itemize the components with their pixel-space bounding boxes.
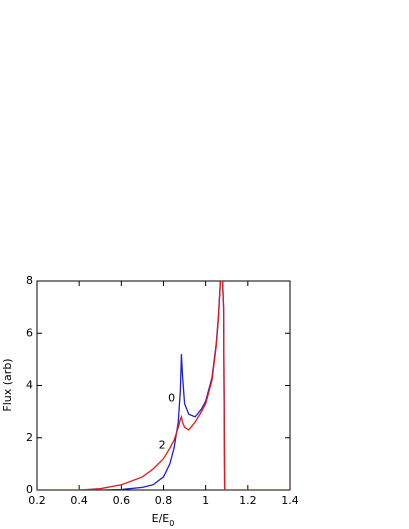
series-label: 0 — [168, 392, 175, 405]
x-tick-label: 0.6 — [113, 494, 131, 507]
x-tick-label: 0.4 — [70, 494, 88, 507]
y-tick-label: 4 — [26, 379, 33, 392]
x-tick-label: 0.8 — [155, 494, 173, 507]
x-axis-label-main: E/E — [152, 512, 170, 525]
y-tick-label: 6 — [26, 326, 33, 339]
series-label: 2 — [159, 439, 166, 452]
x-axis-label-sub: 0 — [169, 519, 174, 528]
x-tick-label: 0.2 — [28, 494, 46, 507]
x-axis-label: E/E0 — [152, 512, 175, 528]
series-line — [37, 281, 290, 490]
x-tick-label: 1.4 — [281, 494, 299, 507]
y-axis-label: Flux (arb) — [1, 358, 14, 411]
x-tick-label: 1 — [202, 494, 209, 507]
y-tick-label: 8 — [26, 274, 33, 287]
y-tick-label: 2 — [26, 431, 33, 444]
x-tick-label: 1.2 — [239, 494, 257, 507]
y-tick-label: 0 — [26, 483, 33, 496]
series-line — [37, 281, 290, 490]
